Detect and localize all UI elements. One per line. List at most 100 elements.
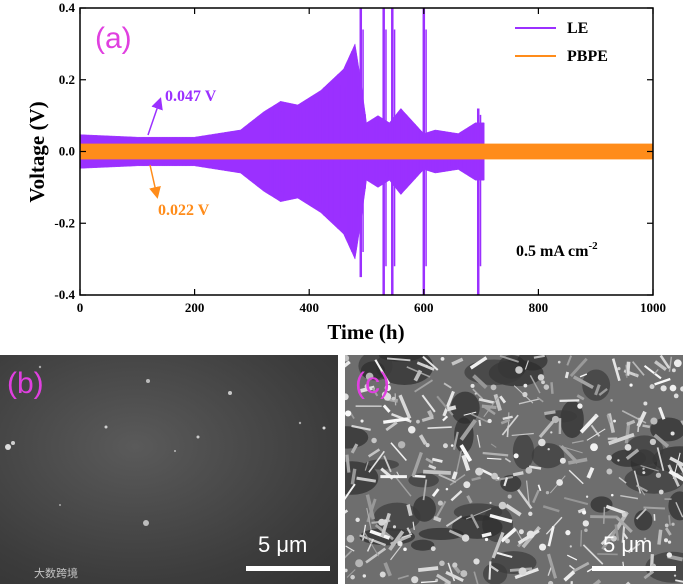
scale-bar-b [246, 566, 330, 571]
sem-texture [517, 488, 533, 510]
sem-texture [629, 383, 633, 387]
sem-texture [643, 364, 662, 380]
sem-texture [489, 564, 499, 573]
sem-texture [649, 384, 655, 390]
sem-texture [446, 405, 457, 412]
sem-texture [455, 450, 463, 476]
sem-texture [505, 538, 510, 544]
sem-texture [464, 359, 524, 386]
sem-texture [582, 544, 604, 565]
sem-texture [369, 529, 391, 540]
sem-texture [582, 520, 589, 527]
sem-texture [625, 448, 640, 461]
sem-texture [659, 355, 671, 369]
sem-texture [500, 527, 517, 543]
sem-texture [543, 384, 550, 390]
sem-texture [368, 450, 385, 473]
sem-texture [598, 387, 608, 397]
sem-texture [526, 530, 535, 539]
x-tick-label-0: 0 [77, 300, 84, 315]
sem-texture [637, 417, 641, 433]
sem-texture [518, 529, 524, 535]
sem-texture [570, 581, 573, 584]
sem-texture [666, 552, 672, 558]
sem-texture [489, 513, 513, 524]
sem-texture [541, 380, 545, 385]
sem-texture [445, 487, 449, 491]
sem-texture [449, 474, 466, 486]
sem-texture [633, 470, 642, 494]
sem-texture [416, 419, 420, 424]
sem-texture [383, 392, 392, 401]
sem-texture [538, 438, 546, 447]
sem-texture [470, 513, 480, 529]
sem-texture [346, 534, 355, 543]
sem-texture [547, 526, 555, 547]
sem-texture [484, 537, 489, 542]
sem-texture [547, 448, 550, 451]
sem-texture [518, 567, 527, 576]
sem-texture [346, 569, 356, 578]
sem-texture [355, 559, 364, 568]
sem-texture [380, 512, 391, 538]
sem-texture [624, 443, 632, 451]
sem-texture [351, 424, 371, 431]
y-tick-label-1: -0.2 [54, 215, 75, 230]
voltage-chart: 0 200 400 600 800 1000 -0.4 -0.2 0.0 0.2 0.4 (a) L… [25, 0, 666, 344]
sem-texture [481, 532, 492, 538]
sem-texture [654, 360, 667, 371]
sem-texture [607, 413, 616, 433]
sem-texture [459, 418, 477, 441]
sem-texture [667, 540, 672, 544]
sem-texture [673, 393, 679, 399]
sem-texture [345, 355, 350, 362]
y-tick-label-4: 0.4 [59, 0, 76, 15]
sem-texture [617, 459, 620, 462]
sem-texture [613, 419, 616, 423]
sem-texture [440, 357, 445, 361]
sem-image-b [5, 365, 326, 526]
sem-texture [559, 457, 566, 464]
sem-texture [470, 413, 489, 424]
sem-texture [463, 411, 477, 416]
sem-texture [625, 364, 628, 378]
sem-texture [345, 410, 352, 417]
sem-texture [503, 477, 509, 487]
sem-texture [653, 433, 670, 448]
sem-texture [442, 443, 448, 449]
sem-texture [669, 456, 683, 467]
sem-texture [512, 471, 524, 477]
sem-texture [592, 579, 602, 584]
sem-texture [640, 464, 659, 472]
sem-texture [537, 374, 545, 381]
sem-texture [621, 512, 627, 518]
sem-texture [620, 494, 639, 500]
sem-texture [350, 468, 357, 485]
sem-texture [496, 551, 513, 559]
sem-texture [624, 421, 631, 444]
sem-texture [378, 355, 423, 362]
sem-texture [398, 394, 412, 420]
sem-texture [436, 573, 452, 584]
panel-label-a: (a) [95, 22, 132, 55]
sem-texture [658, 489, 664, 495]
sem-texture [658, 406, 666, 420]
x-axis-title: Time (h) [327, 320, 404, 344]
sem-texture [635, 508, 647, 520]
sem-texture [643, 537, 647, 540]
sem-texture [539, 543, 547, 551]
sem-texture [345, 426, 369, 449]
sem-texture [410, 539, 435, 551]
sem-texture [528, 465, 542, 470]
sem-texture [438, 473, 457, 484]
sem-texture [364, 384, 370, 389]
sem-texture [569, 357, 588, 378]
sem-texture [610, 399, 613, 402]
sem-texture [610, 535, 617, 542]
sem-texture [660, 385, 667, 392]
sem-texture [615, 516, 633, 534]
sem-texture [476, 434, 481, 448]
sem-texture [439, 560, 445, 567]
sem-texture [378, 518, 386, 526]
sem-texture [365, 547, 387, 564]
